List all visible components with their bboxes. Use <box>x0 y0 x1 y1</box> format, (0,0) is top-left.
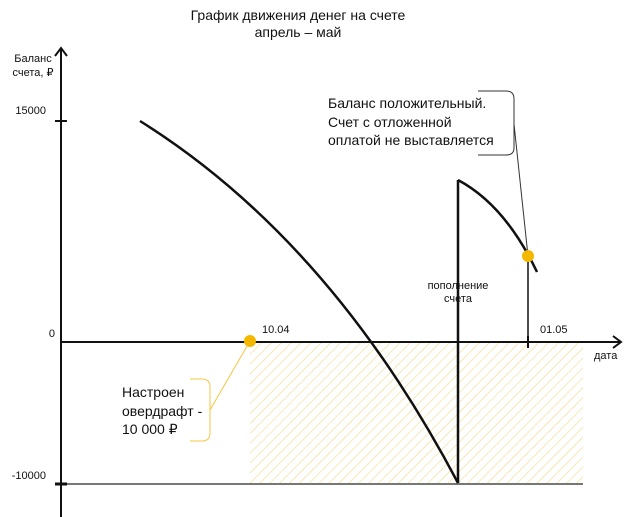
balance-curve-april <box>139 119 460 484</box>
overdraft-note-line3: 10 000 ₽ <box>122 421 178 437</box>
positive-note-line3: оплатой не выставляется <box>328 132 494 148</box>
x-axis-arrow-icon <box>612 335 623 349</box>
topup-label-line2: счета <box>444 293 473 305</box>
positive-balance-marker <box>522 250 534 262</box>
overdraft-note-line2: овердрафт - <box>122 403 203 419</box>
x-axis-label: дата <box>594 350 618 362</box>
y-axis-arrow-icon <box>54 46 68 57</box>
y-tick-label-15000: 15000 <box>15 105 46 117</box>
overdraft-note-line1: Настроен <box>122 384 184 400</box>
y-tick-label-0: 0 <box>49 328 55 340</box>
y-axis-label-line1: Баланс <box>14 53 52 65</box>
x-tick-label-0105: 01.05 <box>540 324 568 336</box>
overdraft-note-pointer <box>209 340 251 411</box>
topup-label-line1: пополнение <box>428 280 489 292</box>
positive-note-line1: Баланс положительный. <box>328 95 486 111</box>
chart-title-line1: График движения денег на счете <box>191 7 406 23</box>
overdraft-start-marker <box>244 335 256 347</box>
y-axis-label-line2: счета, ₽ <box>12 67 53 79</box>
x-tick-label-1004: 10.04 <box>262 324 290 336</box>
positive-note-pointer <box>513 123 529 257</box>
positive-note-line2: Счет с отложенной <box>328 114 452 130</box>
y-tick-label-minus10000: -10000 <box>12 470 46 482</box>
overdraft-zone <box>250 343 583 484</box>
positive-note-bracket <box>478 90 515 156</box>
chart-title-line2: апрель – май <box>255 24 342 40</box>
